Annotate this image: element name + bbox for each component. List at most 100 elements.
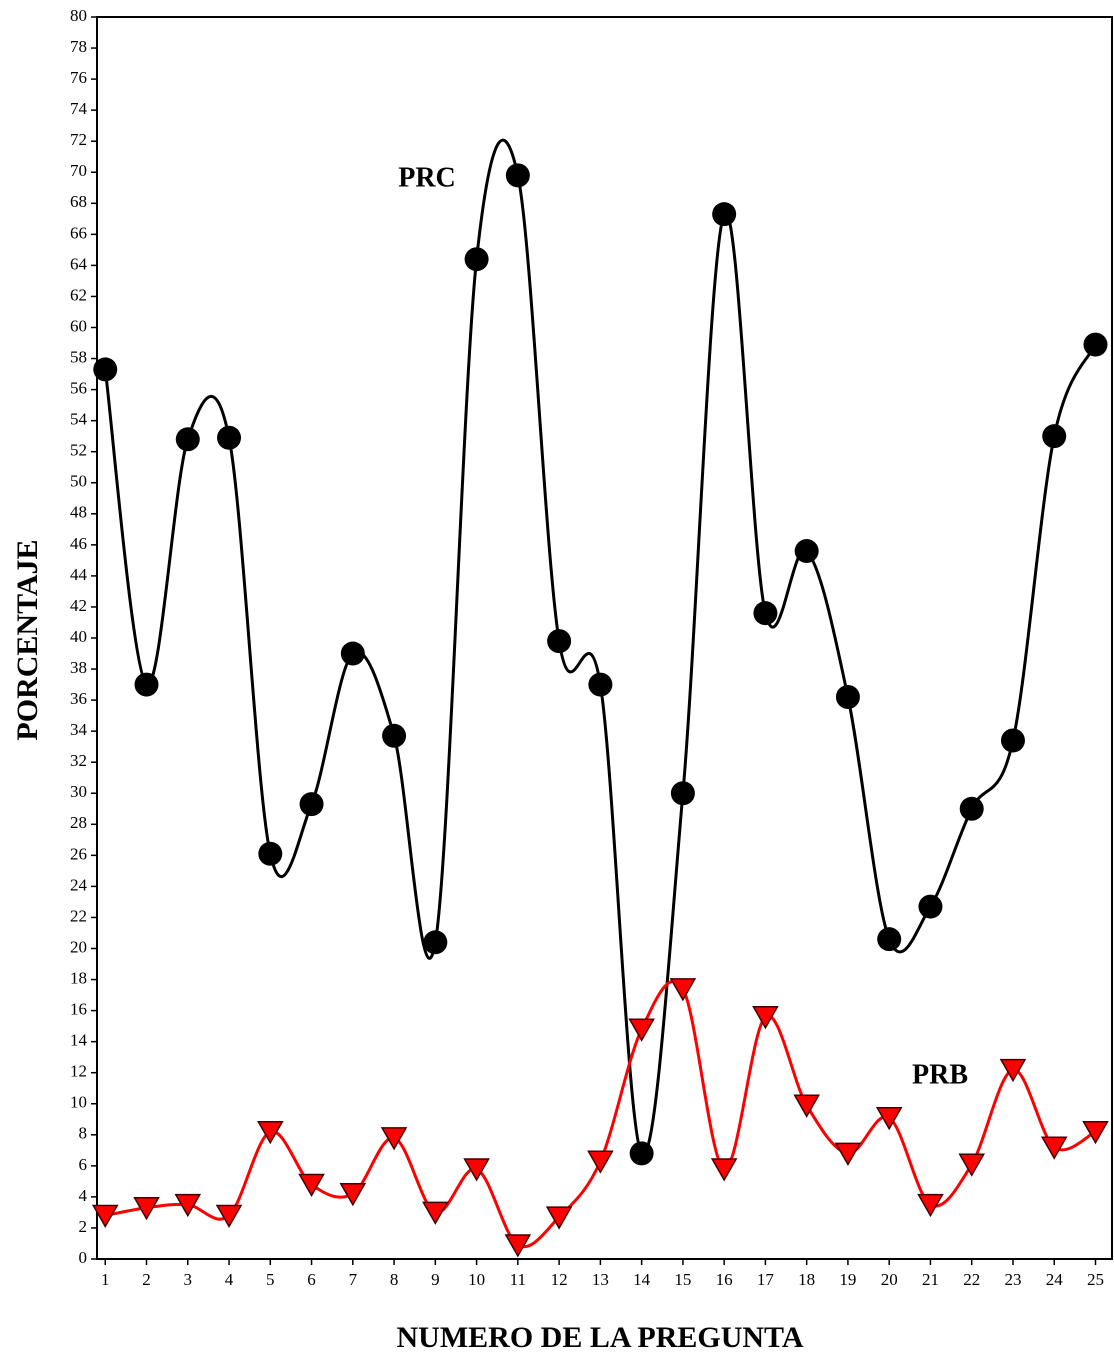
- y-tick-label: 62: [70, 285, 87, 304]
- y-tick-label: 44: [70, 565, 88, 584]
- x-tick-label: 24: [1046, 1270, 1064, 1289]
- marker: [835, 684, 860, 709]
- marker: [877, 927, 902, 952]
- x-tick-label: 6: [307, 1270, 316, 1289]
- marker: [215, 1204, 243, 1229]
- series-line: [104, 979, 1097, 1249]
- marker: [587, 1150, 614, 1174]
- marker: [752, 1006, 779, 1030]
- y-tick-label: 10: [70, 1093, 87, 1112]
- y-tick-label: 50: [70, 472, 87, 491]
- marker: [423, 930, 448, 955]
- marker: [175, 427, 200, 452]
- marker: [793, 1094, 820, 1118]
- y-tick-label: 70: [70, 161, 87, 180]
- marker: [958, 1153, 986, 1177]
- x-tick-label: 16: [716, 1270, 733, 1289]
- marker: [712, 202, 737, 227]
- y-tick-label: 60: [70, 316, 87, 335]
- x-tick-label: 7: [349, 1270, 358, 1289]
- marker: [504, 1234, 532, 1258]
- x-tick-label: 22: [963, 1270, 980, 1289]
- marker: [464, 247, 489, 272]
- series-line: [103, 138, 1097, 1156]
- x-tick-label: 25: [1087, 1270, 1104, 1289]
- marker: [257, 1120, 284, 1145]
- x-tick-label: 3: [184, 1270, 193, 1289]
- marker: [422, 1201, 449, 1225]
- x-tick-label: 14: [633, 1270, 651, 1289]
- marker: [380, 1127, 408, 1151]
- y-tick-label: 54: [70, 410, 88, 429]
- marker: [959, 796, 984, 821]
- marker: [794, 539, 819, 564]
- x-tick-label: 2: [142, 1270, 151, 1289]
- y-tick-label: 16: [70, 1000, 87, 1019]
- y-tick-label: 4: [79, 1186, 88, 1205]
- marker: [1042, 424, 1067, 449]
- marker: [628, 1018, 655, 1042]
- marker: [134, 672, 159, 697]
- y-axis-label: PORCENTAJE: [11, 539, 44, 740]
- marker: [1082, 1120, 1109, 1145]
- x-tick-label: 21: [922, 1270, 939, 1289]
- y-tick-label: 0: [79, 1248, 88, 1267]
- y-tick-label: 66: [70, 223, 87, 242]
- y-tick-label: 36: [70, 689, 87, 708]
- y-tick-label: 52: [70, 441, 87, 460]
- y-tick-label: 12: [70, 1062, 87, 1081]
- y-tick-label: 18: [70, 968, 87, 987]
- x-tick-label: 20: [881, 1270, 898, 1289]
- x-tick-label: 17: [757, 1270, 775, 1289]
- y-tick-label: 2: [79, 1217, 88, 1236]
- annotation: PRC: [398, 162, 456, 193]
- marker: [629, 1141, 654, 1166]
- x-tick-label: 18: [798, 1270, 815, 1289]
- marker: [339, 1183, 367, 1207]
- x-tick-label: 11: [510, 1270, 526, 1289]
- marker: [1083, 332, 1108, 357]
- x-tick-label: 12: [551, 1270, 568, 1289]
- marker: [917, 1193, 944, 1218]
- marker: [298, 1173, 325, 1197]
- marker: [463, 1158, 490, 1182]
- y-tick-label: 8: [79, 1124, 88, 1143]
- marker: [340, 641, 365, 666]
- marker: [258, 841, 283, 866]
- marker: [174, 1193, 202, 1218]
- y-tick-label: 76: [70, 68, 87, 87]
- marker: [547, 629, 572, 654]
- y-tick-label: 72: [70, 130, 87, 149]
- y-tick-label: 6: [79, 1155, 88, 1174]
- y-tick-label: 26: [70, 844, 87, 863]
- x-tick-label: 9: [431, 1270, 440, 1289]
- marker: [875, 1106, 903, 1131]
- annotation: PRB: [912, 1059, 968, 1090]
- x-tick-label: 13: [592, 1270, 609, 1289]
- y-tick-label: 22: [70, 906, 87, 925]
- y-tick-label: 28: [70, 813, 87, 832]
- marker: [918, 894, 943, 919]
- marker: [133, 1197, 160, 1221]
- y-tick-label: 40: [70, 627, 87, 646]
- marker: [299, 792, 324, 817]
- x-tick-label: 5: [266, 1270, 275, 1289]
- y-tick-label: 38: [70, 658, 87, 677]
- x-tick-label: 19: [839, 1270, 856, 1289]
- y-tick-label: 64: [70, 254, 88, 273]
- y-tick-label: 68: [70, 192, 87, 211]
- x-tick-label: 8: [390, 1270, 399, 1289]
- marker: [545, 1206, 573, 1230]
- marker: [93, 357, 118, 382]
- y-tick-label: 24: [70, 875, 88, 894]
- y-tick-label: 32: [70, 751, 87, 770]
- y-tick-label: 30: [70, 782, 87, 801]
- y-tick-label: 14: [70, 1031, 88, 1050]
- x-tick-label: 10: [468, 1270, 485, 1289]
- x-tick-label: 1: [101, 1270, 110, 1289]
- y-tick-label: 56: [70, 379, 87, 398]
- y-tick-label: 78: [70, 37, 87, 56]
- marker: [669, 978, 697, 1002]
- marker: [710, 1158, 738, 1182]
